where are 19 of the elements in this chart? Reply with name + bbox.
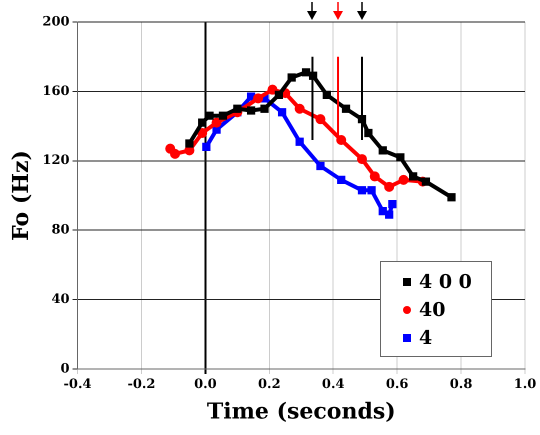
y-tick-label: 200	[42, 14, 70, 30]
legend-label: 4	[419, 327, 432, 349]
y-axis-title: Fo (Hz)	[8, 150, 34, 241]
x-tick-label: 0.2	[258, 377, 281, 392]
y-tick-label: 80	[51, 222, 70, 238]
x-tick-label: -0.2	[127, 377, 156, 392]
y-tick-label: 120	[42, 153, 70, 168]
x-tick-label: 0.8	[450, 377, 472, 392]
x-axis-title: Time (seconds)	[206, 398, 396, 425]
y-tick-label: 160	[42, 84, 70, 99]
y-tick-label: 40	[51, 292, 70, 307]
legend-label: 40	[419, 299, 446, 321]
x-tick-label: -0.4	[64, 377, 92, 392]
y-tick-label: 0	[60, 361, 70, 376]
x-tick-label: 1.0	[514, 377, 536, 392]
x-tick-label: 0.6	[386, 377, 408, 392]
legend-label: 4 0 0	[419, 271, 472, 293]
x-tick-label: 0.0	[194, 377, 217, 392]
x-tick-label: 0.4	[322, 377, 345, 392]
